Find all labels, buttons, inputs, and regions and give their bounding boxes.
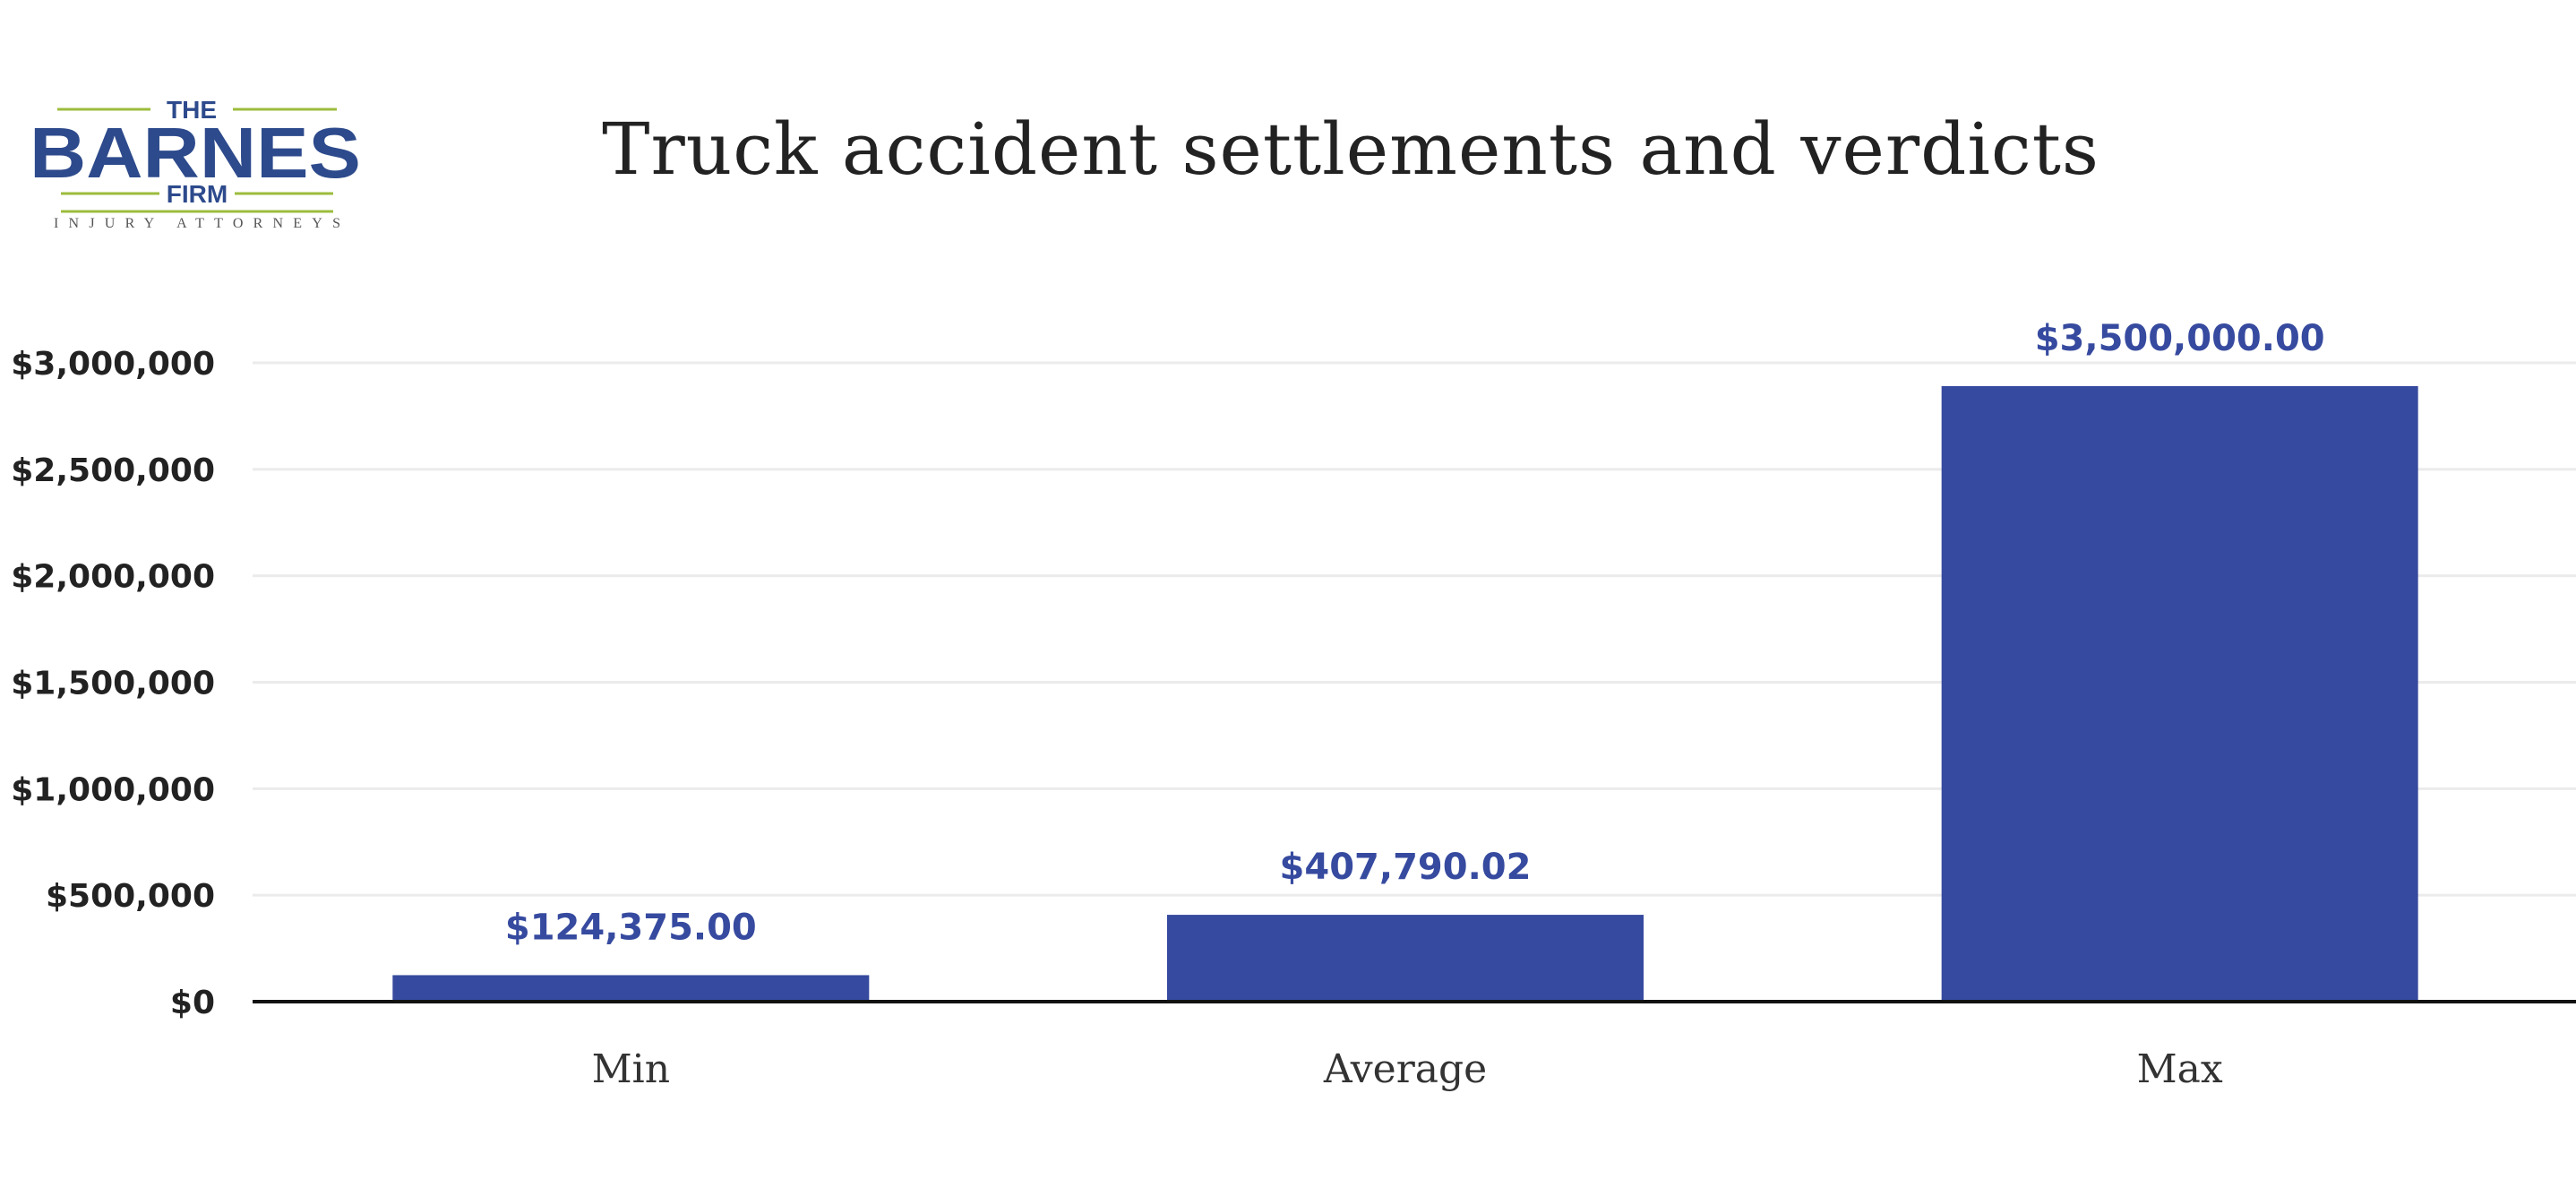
x-category-label: Max (2137, 1046, 2223, 1092)
bar-average (1167, 915, 1644, 1002)
bar-max (1941, 386, 2418, 1002)
y-tick-label: $0 (170, 985, 215, 1021)
y-tick-label: $2,500,000 (11, 452, 215, 489)
y-tick-label: $1,500,000 (11, 666, 215, 702)
logo-firm-text: FIRM (167, 180, 228, 208)
x-category-label: Average (1323, 1046, 1487, 1092)
y-tick-label: $1,000,000 (11, 771, 215, 808)
data-label-min: $124,375.00 (505, 907, 757, 948)
y-tick-label: $2,000,000 (11, 559, 215, 596)
data-label-max: $3,500,000.00 (2035, 318, 2325, 359)
data-label-average: $407,790.02 (1280, 847, 1532, 888)
x-category-label: Min (592, 1046, 670, 1092)
bar-min (392, 975, 870, 1002)
chart-title: Truck accident settlements and verdicts (602, 108, 2099, 191)
barnes-firm-logo: THE BARNES FIRM INJURY ATTORNEYS (30, 96, 361, 231)
logo-the-text: THE (167, 96, 217, 124)
y-tick-label: $3,000,000 (11, 346, 215, 383)
y-tick-label: $500,000 (46, 878, 215, 915)
logo-name-text: BARNES (30, 113, 361, 193)
